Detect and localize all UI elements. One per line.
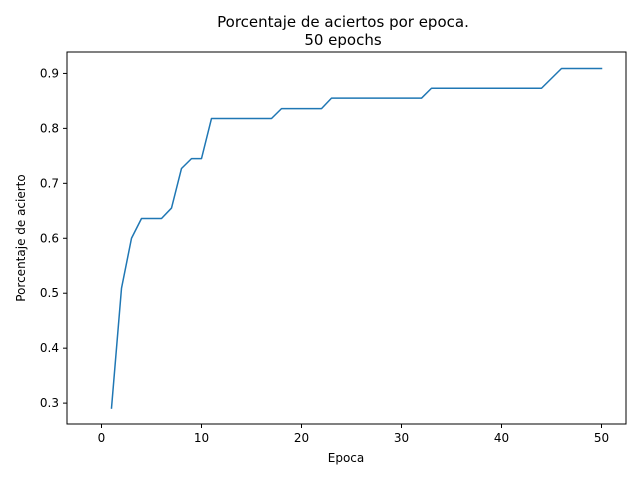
x-tick-label: 40 bbox=[494, 431, 509, 445]
x-axis-label: Epoca bbox=[328, 451, 365, 465]
y-tick-label: 0.6 bbox=[40, 231, 59, 245]
y-axis-label: Porcentaje de acierto bbox=[14, 174, 28, 301]
x-tick-label: 30 bbox=[394, 431, 409, 445]
x-tick-label: 20 bbox=[294, 431, 309, 445]
y-tick-label: 0.7 bbox=[40, 176, 59, 190]
y-axis: 0.3 0.4 0.5 0.6 0.7 0.8 0.9 bbox=[40, 66, 67, 410]
plot-area: 0 10 20 30 40 50 0.3 0.4 0.5 0.6 0.7 0.8 0.9 bbox=[40, 51, 627, 445]
series-line bbox=[110, 67, 603, 409]
chart-subtitle: 50 epochs bbox=[304, 31, 382, 49]
x-axis: 0 10 20 30 40 50 bbox=[98, 424, 609, 445]
y-tick-label: 0.4 bbox=[40, 341, 59, 355]
chart-title: Porcentaje de aciertos por epoca. bbox=[217, 13, 469, 31]
series-layer bbox=[110, 67, 603, 409]
x-tick-label: 50 bbox=[594, 431, 609, 445]
y-tick-label: 0.9 bbox=[40, 66, 59, 80]
y-tick-label: 0.3 bbox=[40, 396, 59, 410]
plot-frame bbox=[66, 51, 627, 425]
x-tick-label: 10 bbox=[194, 431, 209, 445]
y-tick-label: 0.5 bbox=[40, 286, 59, 300]
x-tick-label: 0 bbox=[98, 431, 106, 445]
y-tick-label: 0.8 bbox=[40, 121, 59, 135]
